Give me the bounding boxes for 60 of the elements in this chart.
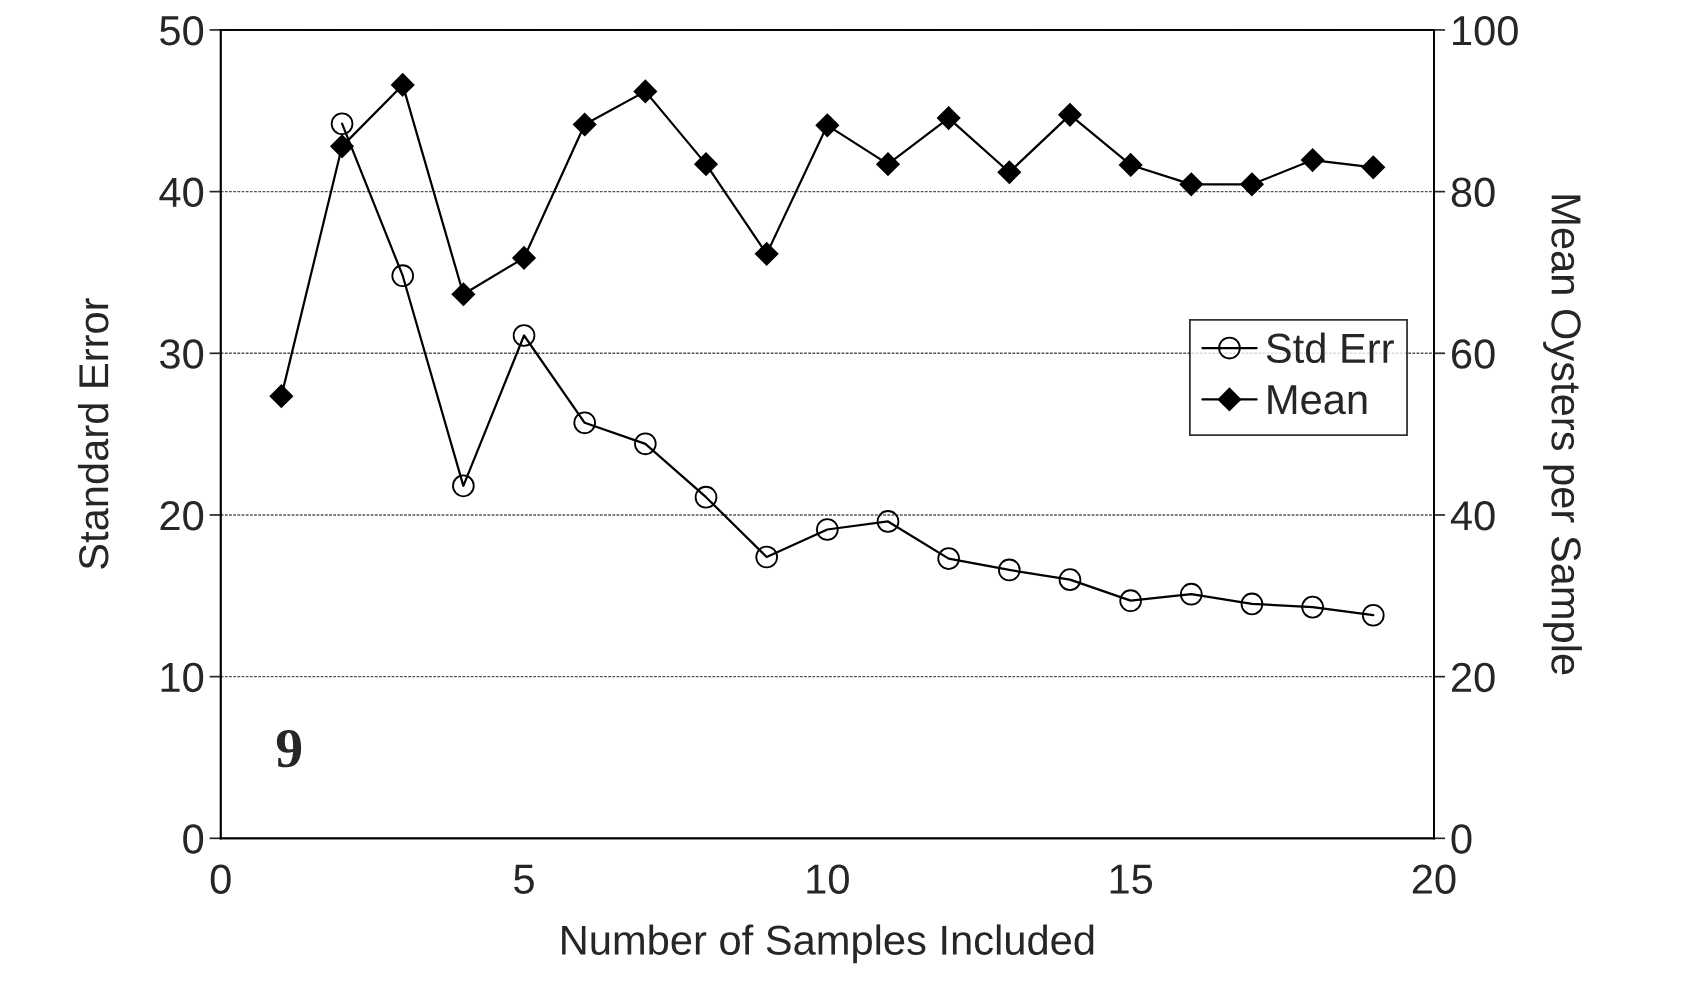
point bbox=[1118, 153, 1143, 177]
point bbox=[754, 242, 779, 266]
point bbox=[512, 324, 536, 347]
point bbox=[573, 411, 597, 435]
y-tick-label: 40 bbox=[159, 177, 204, 208]
point bbox=[451, 282, 476, 306]
annotation: 9 bbox=[276, 730, 302, 768]
point bbox=[391, 264, 415, 288]
x-tick-label: 20 bbox=[1412, 864, 1456, 894]
x-tick-label: 15 bbox=[1110, 864, 1153, 894]
point bbox=[634, 432, 657, 456]
y-tick-label: 50 bbox=[160, 15, 204, 46]
point bbox=[1179, 172, 1204, 197]
point bbox=[1361, 603, 1385, 627]
point bbox=[1300, 148, 1325, 172]
point bbox=[755, 545, 778, 569]
legend-label: Mean bbox=[1268, 385, 1367, 415]
point bbox=[452, 474, 475, 498]
y-tick-label: 20 bbox=[160, 500, 204, 531]
point bbox=[269, 384, 294, 408]
point bbox=[815, 113, 840, 138]
point bbox=[876, 510, 900, 533]
point bbox=[391, 73, 415, 97]
point bbox=[694, 485, 718, 509]
point bbox=[1301, 595, 1324, 619]
y2-tick-label: 20 bbox=[1452, 662, 1495, 693]
point bbox=[1361, 155, 1385, 180]
point bbox=[1058, 103, 1082, 127]
y2-tick-label: 80 bbox=[1451, 177, 1495, 208]
y-axis-title: Standard Error bbox=[77, 298, 109, 569]
y2-tick-label: 100 bbox=[1453, 15, 1518, 46]
point bbox=[1240, 592, 1264, 616]
point bbox=[1240, 172, 1264, 197]
point bbox=[1058, 568, 1082, 591]
x-tick-label: 0 bbox=[210, 864, 231, 894]
x-tick-label: 5 bbox=[514, 864, 534, 894]
point bbox=[997, 160, 1022, 184]
y2-tick-label: 40 bbox=[1450, 500, 1495, 531]
point bbox=[694, 152, 718, 176]
point bbox=[330, 112, 354, 136]
point bbox=[937, 547, 960, 570]
point bbox=[330, 134, 354, 159]
y-tick-label: 0 bbox=[183, 824, 204, 854]
y2-axis-title: Mean Oysters per Sample bbox=[1543, 195, 1582, 675]
y2-tick-label: 60 bbox=[1452, 339, 1495, 369]
y2-tick-label: 0 bbox=[1451, 824, 1472, 854]
y-tick-label: 10 bbox=[161, 662, 204, 693]
point bbox=[997, 558, 1021, 582]
y-tick-label: 30 bbox=[160, 339, 204, 369]
point bbox=[936, 106, 961, 130]
legend-label: Std Err bbox=[1266, 332, 1394, 364]
point bbox=[876, 152, 900, 176]
point bbox=[816, 518, 839, 541]
x-axis-title: Number of Samples Included bbox=[562, 924, 1094, 964]
x-tick-label: 10 bbox=[807, 864, 849, 894]
point bbox=[1119, 589, 1142, 612]
point bbox=[572, 112, 597, 137]
point bbox=[512, 246, 536, 270]
point bbox=[1179, 582, 1203, 606]
point bbox=[633, 79, 658, 104]
